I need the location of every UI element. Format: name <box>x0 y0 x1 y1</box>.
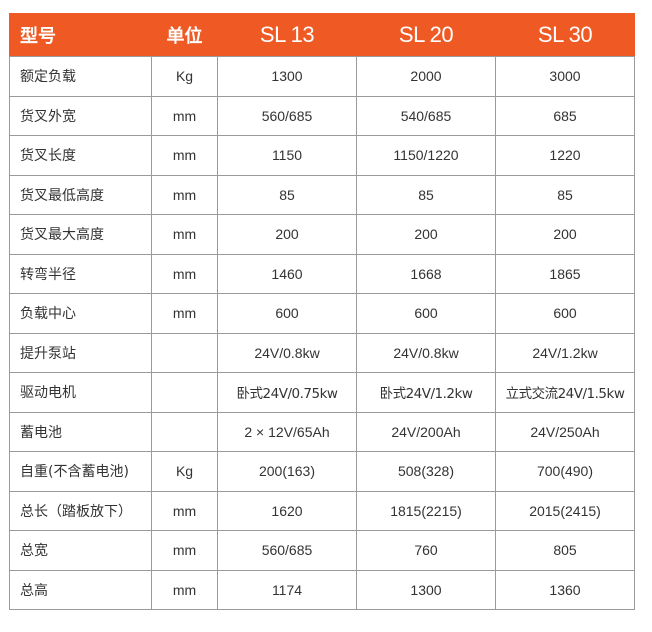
row-value-sl20: 85 <box>356 174 496 215</box>
row-value-sl20: 卧式24V/1.2kw <box>356 372 496 413</box>
row-value-sl13: 1300 <box>217 56 357 97</box>
row-value-sl20: 24V/200Ah <box>356 411 496 452</box>
table-body: 额定负载 Kg 1300 2000 3000 货叉外宽 mm 560/685 5… <box>9 56 635 610</box>
row-unit: mm <box>151 214 218 255</box>
table-row: 额定负载 Kg 1300 2000 3000 <box>9 56 635 97</box>
row-unit: mm <box>151 569 218 610</box>
row-value-sl20: 200 <box>356 214 496 255</box>
row-value-sl13: 24V/0.8kw <box>217 332 357 373</box>
table-row: 总高 mm 1174 1300 1360 <box>9 569 635 610</box>
row-value-sl20: 1300 <box>356 569 496 610</box>
row-unit <box>151 332 218 373</box>
row-value-sl13: 卧式24V/0.75kw <box>217 372 357 413</box>
row-value-sl30: 600 <box>495 293 635 334</box>
table-row: 蓄电池 2 × 12V/65Ah 24V/200Ah 24V/250Ah <box>9 411 635 452</box>
row-value-sl30: 2015(2415) <box>495 490 635 531</box>
row-value-sl30: 24V/1.2kw <box>495 332 635 373</box>
row-value-sl30: 24V/250Ah <box>495 411 635 452</box>
row-value-sl13: 2 × 12V/65Ah <box>217 411 357 452</box>
row-unit: mm <box>151 293 218 334</box>
row-label: 蓄电池 <box>9 411 152 452</box>
row-value-sl20: 540/685 <box>356 95 496 136</box>
header-unit-label: 单位 <box>151 13 218 57</box>
table-row: 货叉最大高度 mm 200 200 200 <box>9 214 635 255</box>
table-row: 货叉外宽 mm 560/685 540/685 685 <box>9 95 635 136</box>
table-row: 总长（踏板放下） mm 1620 1815(2215) 2015(2415) <box>9 490 635 531</box>
row-unit <box>151 372 218 413</box>
row-unit: mm <box>151 95 218 136</box>
row-value-sl13: 1460 <box>217 253 357 294</box>
table-row: 货叉最低高度 mm 85 85 85 <box>9 174 635 215</box>
row-unit: Kg <box>151 56 218 97</box>
header-model-label: 型号 <box>9 13 152 57</box>
row-label: 货叉外宽 <box>9 95 152 136</box>
spec-table: 型号 单位 SL 13 SL 20 SL 30 额定负载 Kg 1300 200… <box>9 13 635 610</box>
row-value-sl13: 200(163) <box>217 451 357 492</box>
row-value-sl30: 85 <box>495 174 635 215</box>
row-value-sl13: 85 <box>217 174 357 215</box>
row-value-sl30: 3000 <box>495 56 635 97</box>
row-value-sl30: 1220 <box>495 135 635 176</box>
row-value-sl13: 560/685 <box>217 95 357 136</box>
row-value-sl20: 1668 <box>356 253 496 294</box>
row-label: 额定负载 <box>9 56 152 97</box>
row-value-sl13: 600 <box>217 293 357 334</box>
header-model-sl30: SL 30 <box>495 13 635 57</box>
row-value-sl13: 1174 <box>217 569 357 610</box>
row-label: 货叉最大高度 <box>9 214 152 255</box>
row-unit: mm <box>151 253 218 294</box>
row-value-sl30: 1865 <box>495 253 635 294</box>
row-label: 总宽 <box>9 530 152 571</box>
row-value-sl20: 600 <box>356 293 496 334</box>
row-unit: mm <box>151 174 218 215</box>
row-label: 货叉最低高度 <box>9 174 152 215</box>
row-value-sl30: 立式交流24V/1.5kw <box>495 372 635 413</box>
row-label: 总长（踏板放下） <box>9 490 152 531</box>
table-row: 自重(不含蓄电池) Kg 200(163) 508(328) 700(490) <box>9 451 635 492</box>
row-value-sl20: 760 <box>356 530 496 571</box>
header-model-sl13: SL 13 <box>217 13 357 57</box>
header-row: 型号 单位 SL 13 SL 20 SL 30 <box>9 13 635 57</box>
table-header: 型号 单位 SL 13 SL 20 SL 30 <box>9 13 635 57</box>
row-label: 转弯半径 <box>9 253 152 294</box>
row-unit <box>151 411 218 452</box>
table-row: 负载中心 mm 600 600 600 <box>9 293 635 334</box>
row-value-sl30: 700(490) <box>495 451 635 492</box>
row-value-sl13: 200 <box>217 214 357 255</box>
row-value-sl20: 1815(2215) <box>356 490 496 531</box>
row-label: 提升泵站 <box>9 332 152 373</box>
table-row: 提升泵站 24V/0.8kw 24V/0.8kw 24V/1.2kw <box>9 332 635 373</box>
row-unit: mm <box>151 530 218 571</box>
header-model-sl20: SL 20 <box>356 13 496 57</box>
row-label: 货叉长度 <box>9 135 152 176</box>
row-value-sl13: 1150 <box>217 135 357 176</box>
row-label: 总高 <box>9 569 152 610</box>
row-value-sl20: 1150/1220 <box>356 135 496 176</box>
row-label: 自重(不含蓄电池) <box>9 451 152 492</box>
table-row: 驱动电机 卧式24V/0.75kw 卧式24V/1.2kw 立式交流24V/1.… <box>9 372 635 413</box>
table-row: 转弯半径 mm 1460 1668 1865 <box>9 253 635 294</box>
row-unit: Kg <box>151 451 218 492</box>
row-unit: mm <box>151 490 218 531</box>
row-label: 负载中心 <box>9 293 152 334</box>
row-value-sl30: 1360 <box>495 569 635 610</box>
row-value-sl20: 24V/0.8kw <box>356 332 496 373</box>
row-value-sl13: 1620 <box>217 490 357 531</box>
row-value-sl30: 685 <box>495 95 635 136</box>
row-value-sl13: 560/685 <box>217 530 357 571</box>
row-value-sl20: 2000 <box>356 56 496 97</box>
row-value-sl30: 200 <box>495 214 635 255</box>
table-row: 货叉长度 mm 1150 1150/1220 1220 <box>9 135 635 176</box>
row-value-sl30: 805 <box>495 530 635 571</box>
row-value-sl20: 508(328) <box>356 451 496 492</box>
table-row: 总宽 mm 560/685 760 805 <box>9 530 635 571</box>
row-label: 驱动电机 <box>9 372 152 413</box>
row-unit: mm <box>151 135 218 176</box>
